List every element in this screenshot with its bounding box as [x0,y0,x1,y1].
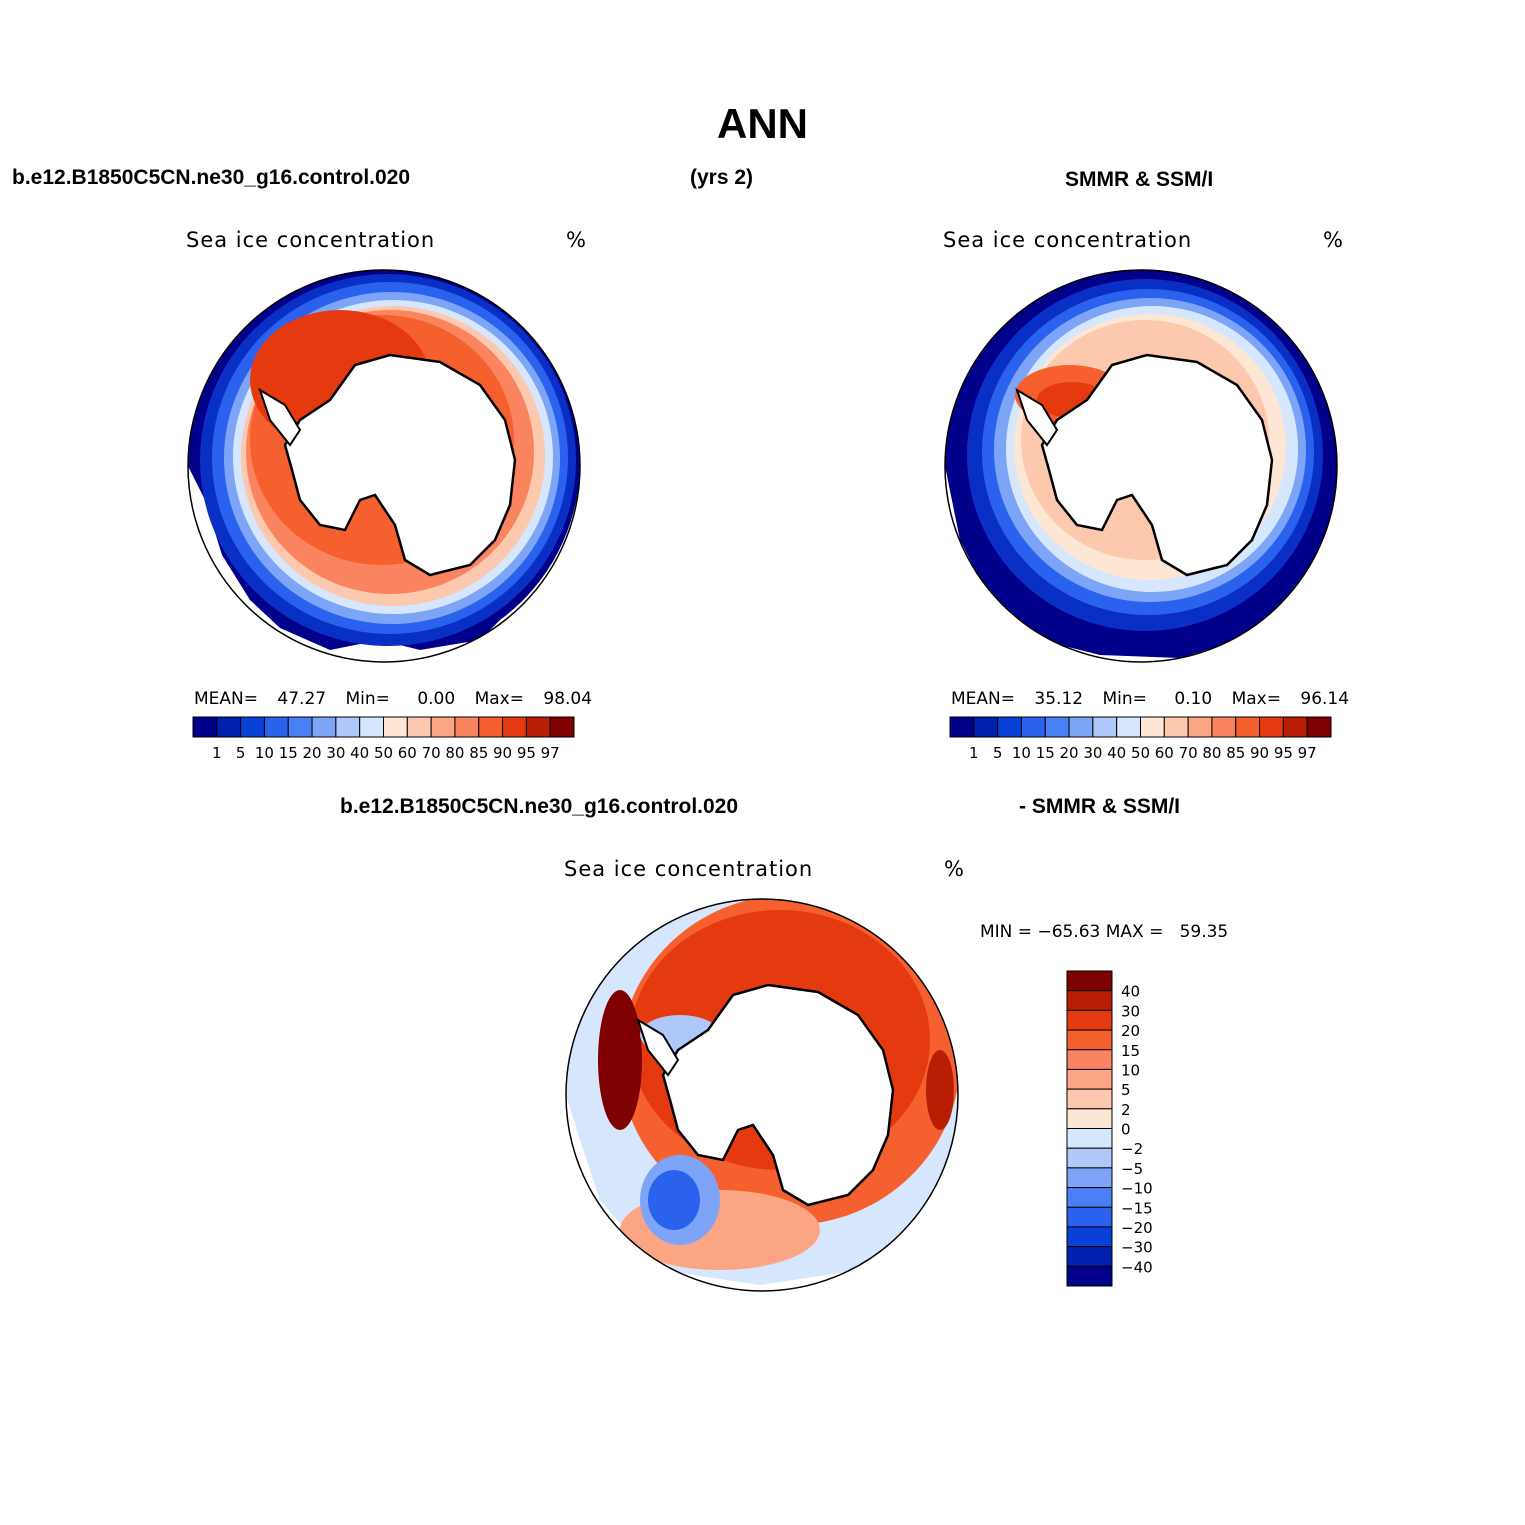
diff-colorbar-swatch [1066,1088,1113,1110]
diff-colorbar-swatch [1066,1226,1113,1248]
obs-colorbar-tick-label: 97 [1298,744,1317,762]
diff-colorbar-swatch [1066,1029,1113,1051]
model-colorbar-swatch [549,716,575,738]
model-colorbar-tick-label: 5 [236,744,246,762]
obs-colorbar-tick-label: 5 [993,744,1003,762]
model-min-label: Min= [345,689,390,709]
obs-colorbar-tick-label: 50 [1131,744,1150,762]
diff-colorbar-swatch [1066,1049,1113,1070]
obs-colorbar-tick-label: 60 [1155,744,1174,762]
diff-colorbar-swatch [1066,1128,1113,1149]
model-stats: MEAN= 47.27 Min= 0.00 Max= 98.04 [194,689,592,709]
model-colorbar-tick-label: 40 [350,744,369,762]
obs-colorbar-swatch [1306,716,1332,738]
obs-min-value: 0.10 [1174,689,1213,709]
obs-units-label: % [1323,228,1344,252]
diff-colorbar-tick-label: 15 [1121,1042,1140,1060]
diff-colorbar-tick-label: 30 [1121,1002,1140,1020]
obs-variable-label: Sea ice concentration [943,228,1193,252]
model-colorbar-tick-label: 90 [493,744,512,762]
obs-colorbar: 1 5 10 15 20 30 40 50 60 70 80 85 90 95 97 [949,716,1332,762]
diff-colorbar-swatch [1066,1147,1113,1169]
case-name: b.e12.B1850C5CN.ne30_g16.control.020 [12,166,411,189]
diff-colorbar-tick-label: 0 [1121,1121,1131,1139]
model-colorbar-tick-label: 10 [255,744,274,762]
diff-colorbar-tick-label: 5 [1121,1081,1131,1099]
diff-colorbar-tick-label: 2 [1121,1101,1131,1119]
model-colorbar-tick-label: 95 [517,744,536,762]
model-colorbar-tick-label: 20 [303,744,322,762]
diff-colorbar-tick-label: −40 [1121,1258,1153,1276]
model-mean-value: 47.27 [277,689,327,709]
obs-colorbar-tick-label: 90 [1250,744,1269,762]
model-units-label: % [566,228,587,252]
diff-colorbar-swatch [1066,990,1113,1011]
diff-colorbar-swatch [1066,1246,1113,1267]
diff-colorbar-swatch [1066,970,1113,992]
diff-colorbar-swatch [1066,1167,1113,1189]
diff-right-title: - SMMR & SSM/I [1019,795,1180,818]
diff-colorbar-tick-label: 20 [1121,1022,1140,1040]
model-colorbar-tick-label: 97 [541,744,560,762]
diff-colorbar-tick-label: −20 [1121,1219,1153,1237]
diff-colorbar-tick-label: −5 [1121,1160,1143,1178]
diff-colorbar-tick-label: 40 [1121,983,1140,1001]
obs-stats: MEAN= 35.12 Min= 0.10 Max= 96.14 [951,689,1349,709]
model-colorbar-tick-label: 80 [445,744,464,762]
model-colorbar-tick-label: 15 [279,744,298,762]
obs-name: SMMR & SSM/I [1065,168,1214,191]
diff-colorbar-tick-label: −15 [1121,1199,1153,1217]
obs-mean-value: 35.12 [1034,689,1084,709]
diff-colorbar-tick-label: −10 [1121,1180,1153,1198]
model-colorbar-tick-label: 50 [374,744,393,762]
obs-colorbar-tick-label: 80 [1202,744,1221,762]
model-colorbar-tick-label: 85 [469,744,488,762]
diff-colorbar-swatch [1066,1009,1113,1031]
diff-colorbar-swatch [1066,1265,1113,1287]
obs-colorbar-tick-label: 20 [1060,744,1079,762]
diff-minmax: MIN = −65.63 MAX = 59.35 [980,922,1229,942]
model-colorbar: 1 5 10 15 20 30 40 50 60 70 80 85 90 95 97 [192,716,575,762]
years-label: (yrs 2) [690,166,754,189]
diff-colorbar-tick-label: 10 [1121,1061,1140,1079]
model-max-label: Max= [474,689,524,709]
diff-variable-label: Sea ice concentration [564,857,814,881]
diff-colorbar-tick-label: −30 [1121,1239,1153,1257]
model-variable-label: Sea ice concentration [186,228,436,252]
page-title: ANN [717,100,808,147]
model-colorbar-tick-label: 30 [326,744,345,762]
diff-units-label: % [944,857,965,881]
obs-colorbar-tick-label: 95 [1274,744,1293,762]
obs-mean-label: MEAN= [951,689,1015,709]
model-colorbar-tick-label: 70 [422,744,441,762]
diff-colorbar-swatch [1066,1187,1113,1208]
diff-left-title: b.e12.B1850C5CN.ne30_g16.control.020 [340,795,739,818]
model-mean-label: MEAN= [194,689,258,709]
diff-colorbar-swatch [1066,1206,1113,1228]
model-min-value: 0.00 [417,689,456,709]
obs-min-label: Min= [1102,689,1147,709]
model-colorbar-tick-label: 60 [398,744,417,762]
obs-max-label: Max= [1231,689,1281,709]
obs-colorbar-tick-label: 30 [1083,744,1102,762]
obs-colorbar-tick-label: 15 [1036,744,1055,762]
obs-colorbar-tick-label: 40 [1107,744,1126,762]
model-max-value: 98.04 [543,689,593,709]
obs-colorbar-tick-label: 85 [1226,744,1245,762]
obs-max-value: 96.14 [1300,689,1350,709]
diff-colorbar-tick-label: −2 [1121,1140,1143,1158]
obs-colorbar-tick-label: 1 [969,744,979,762]
diff-colorbar-swatch [1066,1108,1113,1129]
diff-colorbar-swatch [1066,1068,1113,1090]
model-colorbar-tick-label: 1 [212,744,222,762]
obs-colorbar-tick-label: 70 [1179,744,1198,762]
obs-colorbar-tick-label: 10 [1012,744,1031,762]
